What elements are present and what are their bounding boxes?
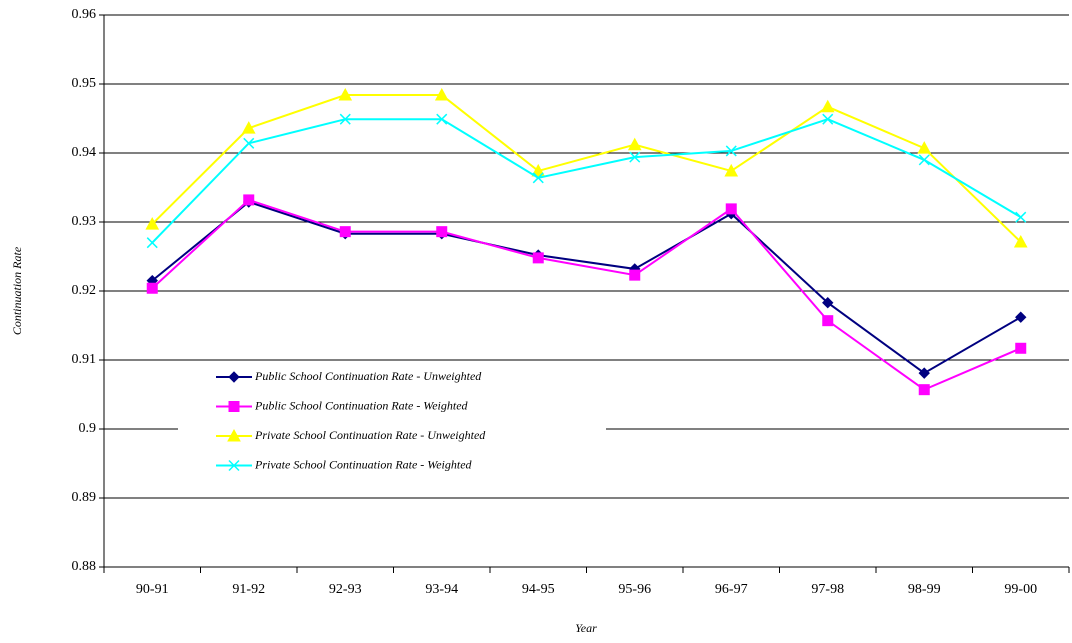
marker — [243, 137, 255, 149]
y-tick-label: 0.94 — [72, 145, 97, 160]
marker — [228, 371, 240, 383]
marker — [1015, 311, 1027, 323]
x-tick-label: 98-99 — [908, 582, 941, 597]
marker — [822, 113, 834, 125]
marker — [629, 151, 641, 163]
y-tick-label: 0.91 — [72, 352, 97, 367]
y-tick-label: 0.96 — [72, 7, 97, 22]
x-tick-label: 95-96 — [618, 582, 651, 597]
y-tick-label: 0.93 — [72, 214, 97, 229]
marker — [1015, 211, 1027, 223]
series-line — [151, 198, 1022, 391]
marker — [1015, 342, 1027, 354]
marker — [241, 121, 256, 134]
y-axis-title: Continuation Rate — [10, 246, 24, 335]
marker — [228, 401, 240, 412]
x-tick-label: 99-00 — [1004, 582, 1037, 597]
marker — [338, 87, 353, 101]
x-tick-label: 93-94 — [425, 582, 458, 597]
y-tick-label: 0.9 — [79, 421, 97, 436]
y-tick-label: 0.89 — [72, 490, 97, 505]
marker — [627, 137, 642, 151]
legend-label: Private School Continuation Rate - Unwei… — [254, 428, 486, 442]
marker — [146, 237, 158, 249]
marker — [629, 269, 641, 281]
marker — [725, 203, 737, 215]
marker — [532, 252, 544, 264]
marker — [822, 315, 834, 327]
legend-label: Private School Continuation Rate - Weigh… — [254, 457, 473, 471]
marker — [820, 99, 835, 113]
series-line — [151, 200, 1022, 375]
legend-box — [178, 363, 606, 481]
marker — [243, 194, 255, 206]
series-line — [151, 94, 1022, 243]
marker — [725, 145, 737, 157]
marker — [822, 297, 834, 309]
y-tick-label: 0.92 — [72, 283, 97, 298]
marker — [918, 367, 930, 379]
legend-label: Public School Continuation Rate - Weight… — [254, 398, 469, 412]
marker — [918, 384, 930, 396]
marker — [434, 87, 449, 101]
x-tick-label: 96-97 — [715, 582, 748, 597]
series-line — [151, 118, 1022, 244]
legend-label: Public School Continuation Rate - Unweig… — [254, 369, 482, 383]
marker — [145, 217, 160, 230]
x-tick-label: 97-98 — [811, 582, 844, 597]
x-tick-label: 90-91 — [136, 582, 169, 597]
x-tick-label: 92-93 — [329, 582, 362, 597]
marker — [227, 428, 241, 442]
marker — [436, 113, 448, 125]
x-tick-label: 91-92 — [232, 582, 265, 597]
marker — [339, 113, 351, 125]
marker — [146, 282, 158, 294]
x-tick-label: 94-95 — [522, 582, 555, 597]
marker — [339, 226, 351, 238]
marker — [918, 154, 930, 166]
marker — [531, 163, 546, 177]
marker — [1013, 234, 1028, 248]
y-tick-label: 0.95 — [72, 76, 97, 91]
marker — [724, 163, 739, 177]
marker — [532, 172, 544, 184]
marker — [917, 141, 932, 154]
legend: Public School Continuation Rate - Unweig… — [178, 363, 606, 481]
marker — [228, 459, 240, 472]
marker — [436, 226, 448, 238]
x-axis-title: Year — [575, 621, 597, 635]
y-tick-label: 0.88 — [72, 559, 97, 574]
